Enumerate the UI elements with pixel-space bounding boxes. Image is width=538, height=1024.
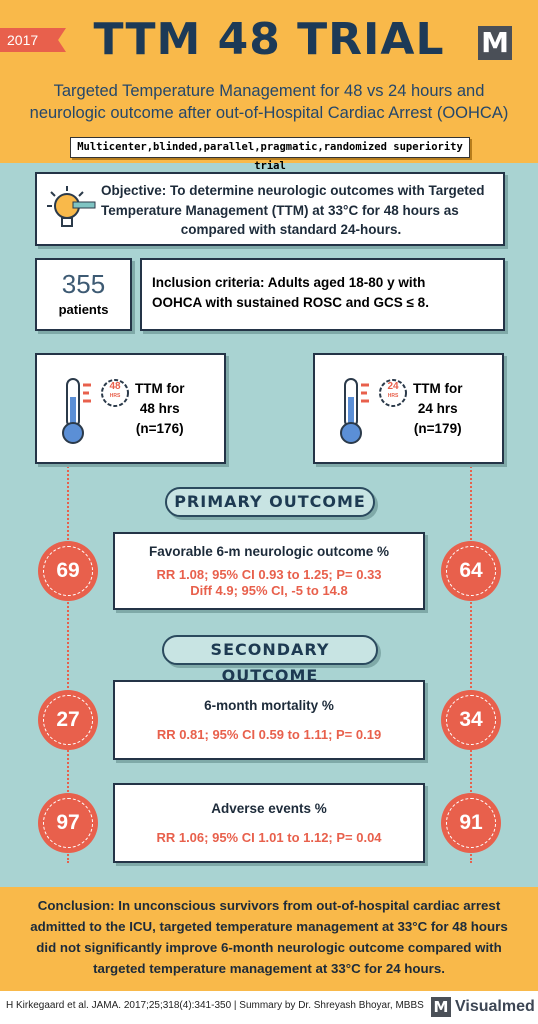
hours-unit: HRS <box>109 393 121 399</box>
outcome-stat: RR 1.08; 95% CI 0.93 to 1.25; P= 0.33 <box>156 567 382 582</box>
hours-unit: HRS <box>387 393 399 399</box>
arm-line: 48 hrs <box>139 401 180 416</box>
outcome-box: Adverse events % RR 1.06; 95% CI 1.01 to … <box>113 783 425 863</box>
conclusion-line: admitted to the ICU, targeted temperatur… <box>30 919 508 934</box>
arm-box: 48 HRS TTM for 48 hrs (n=176) <box>35 353 226 464</box>
patients-label: patients <box>58 302 109 317</box>
brand: Visualmed <box>455 998 535 1015</box>
bulb-icon <box>47 186 96 227</box>
thermometer-icon <box>62 378 129 444</box>
arm-label: TTM for 24 hrs (n=179) <box>413 379 463 439</box>
outcome-name: 6-month mortality % <box>204 698 334 713</box>
hours-badge: 24 <box>387 381 399 392</box>
inclusion-line: Inclusion criteria: Adults aged 18-80 y … <box>152 275 426 290</box>
logo: M <box>478 26 512 60</box>
conclusion-line: did not significantly improve 6-month ne… <box>36 940 502 955</box>
outcome-name: Adverse events % <box>211 801 327 816</box>
header-band <box>0 0 538 163</box>
objective-line: compared with standard 24-hours. <box>180 222 402 237</box>
value-circle: 64 <box>441 541 501 601</box>
section-heading: PRIMARY OUTCOME <box>165 487 375 517</box>
outcome-box: 6-month mortality % RR 0.81; 95% CI 0.59 … <box>113 680 425 760</box>
year-tag: 2017 <box>0 28 66 52</box>
design-tag: Multicenter,blinded,parallel,pragmatic,r… <box>70 137 470 172</box>
arm-line: 24 hrs <box>417 401 458 416</box>
brand-icon: M <box>431 997 451 1017</box>
hours-badge: 48 <box>109 381 121 392</box>
value-circle: 69 <box>38 541 98 601</box>
thermometer-icon <box>340 378 407 444</box>
value-circle: 91 <box>441 793 501 853</box>
outcome-name: Favorable 6-m neurologic outcome % <box>148 544 390 559</box>
value-circle: 34 <box>441 690 501 750</box>
value-circle: 27 <box>38 690 98 750</box>
inclusion-line: OOHCA with sustained ROSC and GCS ≤ 8. <box>152 295 429 310</box>
objective-box: Objective: To determine neurologic outco… <box>35 172 505 246</box>
citation: H Kirkegaard et al. JAMA. 2017;25;318(4)… <box>6 1000 424 1011</box>
arm-line: (n=179) <box>413 421 462 436</box>
subtitle-line: Targeted Temperature Management for 48 v… <box>53 82 485 100</box>
arm-line: (n=176) <box>135 421 184 436</box>
connector <box>67 463 69 863</box>
subtitle-line: neurologic outcome after out-of-Hospital… <box>29 104 509 122</box>
outcome-box: Favorable 6-m neurologic outcome % RR 1.0… <box>113 532 425 610</box>
arm-line: TTM for <box>413 381 463 396</box>
arm-label: TTM for 48 hrs (n=176) <box>135 379 185 439</box>
title: TTM 48 TRIAL <box>93 14 445 65</box>
objective-line: Objective: To determine neurologic outco… <box>101 183 485 198</box>
objective-line: Temperature Management (TTM) at 33°C for… <box>101 202 459 218</box>
inclusion-box: Inclusion criteria: Adults aged 18-80 y … <box>140 258 505 331</box>
conclusion-line: Conclusion: In unconscious survivors fro… <box>37 898 501 913</box>
patients-number: 355 <box>61 269 106 299</box>
arm-line: TTM for <box>135 381 185 396</box>
value-circle: 97 <box>38 793 98 853</box>
arm-box: 24 HRS TTM for 24 hrs (n=179) <box>313 353 504 464</box>
conclusion: Conclusion: In unconscious survivors fro… <box>0 895 538 979</box>
outcome-stat: Diff 4.9; 95% CI, -5 to 14.8 <box>190 583 348 598</box>
outcome-stat: RR 0.81; 95% CI 0.59 to 1.11; P= 0.19 <box>156 727 382 742</box>
conclusion-line: targeted temperature management at 33°C … <box>93 961 445 976</box>
section-heading: SECONDARY OUTCOME <box>162 635 378 685</box>
outcome-stat: RR 1.06; 95% CI 1.01 to 1.12; P= 0.04 <box>156 830 382 845</box>
connector <box>470 463 472 863</box>
subtitle: Targeted Temperature Management for 48 v… <box>0 80 538 124</box>
patients-box: 355 patients <box>35 258 132 331</box>
conclusion-band <box>0 887 538 991</box>
